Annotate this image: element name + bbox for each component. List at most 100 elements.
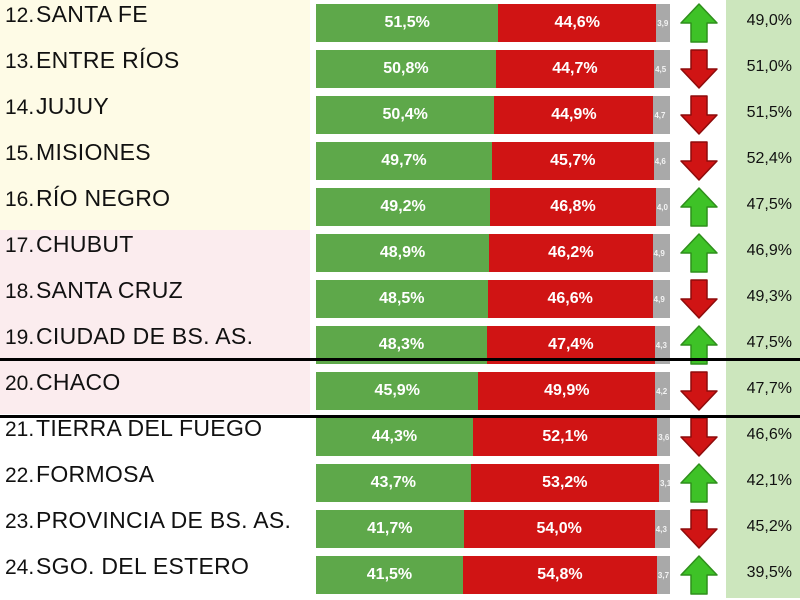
province-name: SANTA FE: [36, 1, 148, 27]
bar-segment-red: 49,9%: [478, 372, 656, 410]
bar-segment-gray: 4,7: [653, 96, 670, 134]
province-name: ENTRE RÍOS: [36, 47, 180, 73]
rank-number: 17.: [5, 234, 35, 257]
table-row: 21. TIERRA DEL FUEGO 44,3% 52,1% 3,6 46,6%: [0, 414, 800, 460]
table-row: 24. SGO. DEL ESTERO 41,5% 54,8% 3,7 39,5%: [0, 552, 800, 598]
previous-value: 47,5%: [746, 334, 792, 351]
rank-number: 12.: [5, 4, 35, 27]
stacked-bar: 50,8% 44,7% 4,5: [316, 50, 670, 88]
bar-segment-green: 44,3%: [316, 418, 473, 456]
bar-segment-green: 41,7%: [316, 510, 464, 548]
arrow-up-icon: [680, 463, 718, 503]
province-name: PROVINCIA DE BS. AS.: [36, 507, 292, 533]
bar-segment-gray: 4,5: [654, 50, 670, 88]
bar-segment-red: 45,7%: [491, 142, 654, 180]
bar-segment-green: 45,9%: [316, 372, 479, 410]
bar-segment-red: 54,0%: [463, 510, 655, 548]
previous-value: 49,3%: [746, 288, 792, 305]
bar-segment-green: 51,5%: [316, 4, 499, 42]
table-row: 13. ENTRE RÍOS 50,8% 44,7% 4,5 51,0%: [0, 46, 800, 92]
bar-segment-red: 46,2%: [489, 234, 653, 272]
bar-segment-green: 41,5%: [316, 556, 463, 594]
rank-number: 23.: [5, 510, 35, 533]
bar-segment-gray: 4,0: [655, 188, 670, 226]
stacked-bar: 50,4% 44,9% 4,7: [316, 96, 670, 134]
previous-value: 46,6%: [746, 426, 792, 443]
bar-segment-red: 54,8%: [462, 556, 657, 594]
previous-value-cell: 52,4%: [726, 138, 800, 184]
previous-value: 52,4%: [746, 150, 792, 167]
table-row: 15. MISIONES 49,7% 45,7% 4,6 52,4%: [0, 138, 800, 184]
rank-number: 19.: [5, 326, 35, 349]
bar-segment-red: 53,2%: [470, 464, 659, 502]
bar-segment-red: 46,6%: [487, 280, 653, 318]
province-cell: 15. MISIONES: [0, 138, 310, 184]
bar-segment-gray: 4,3: [654, 510, 670, 548]
stacked-bar: 44,3% 52,1% 3,6: [316, 418, 670, 456]
bar-segment-green: 43,7%: [316, 464, 471, 502]
stacked-bar: 48,3% 47,4% 4,3: [316, 326, 670, 364]
bar-segment-green: 49,7%: [316, 142, 492, 180]
arrow-down-icon: [680, 509, 718, 549]
stacked-bar: 41,7% 54,0% 4,3: [316, 510, 670, 548]
bar-segment-red: 47,4%: [486, 326, 655, 364]
stacked-bar: 41,5% 54,8% 3,7: [316, 556, 670, 594]
bar-segment-green: 50,4%: [316, 96, 495, 134]
rank-number: 18.: [5, 280, 35, 303]
province-name: SANTA CRUZ: [36, 277, 183, 303]
table-row: 16. RÍO NEGRO 49,2% 46,8% 4,0 47,5%: [0, 184, 800, 230]
table-row: 22. FORMOSA 43,7% 53,2% 3,1 42,1%: [0, 460, 800, 506]
stacked-bar: 45,9% 49,9% 4,2: [316, 372, 670, 410]
previous-value: 51,5%: [746, 104, 792, 121]
rank-number: 16.: [5, 188, 35, 211]
arrow-up-icon: [680, 187, 718, 227]
rank-number: 22.: [5, 464, 35, 487]
previous-value-cell: 49,0%: [726, 0, 800, 46]
bar-segment-gray: 4,2: [655, 372, 670, 410]
previous-value-cell: 47,5%: [726, 184, 800, 230]
stacked-bar: 49,7% 45,7% 4,6: [316, 142, 670, 180]
stacked-bar: 48,9% 46,2% 4,9: [316, 234, 670, 272]
previous-value: 51,0%: [746, 58, 792, 75]
previous-value-cell: 51,5%: [726, 92, 800, 138]
arrow-up-icon: [680, 3, 718, 43]
previous-value: 47,5%: [746, 196, 792, 213]
bar-segment-gray: 3,1: [659, 464, 670, 502]
bar-segment-gray: 4,9: [652, 280, 670, 318]
previous-value-cell: 47,5%: [726, 322, 800, 368]
province-name: JUJUY: [36, 93, 110, 119]
bar-segment-red: 52,1%: [472, 418, 658, 456]
previous-value-cell: 42,1%: [726, 460, 800, 506]
previous-value: 39,5%: [746, 564, 792, 581]
bar-segment-red: 44,6%: [498, 4, 657, 42]
highlight-border-bottom: [0, 415, 800, 418]
arrow-up-icon: [680, 233, 718, 273]
previous-value: 46,9%: [746, 242, 792, 259]
province-cell: 12. SANTA FE: [0, 0, 310, 46]
arrow-down-icon: [680, 371, 718, 411]
table-row: 14. JUJUY 50,4% 44,9% 4,7 51,5%: [0, 92, 800, 138]
previous-value-cell: 47,7%: [726, 368, 800, 414]
bar-segment-gray: 4,3: [654, 326, 670, 364]
bar-segment-green: 48,3%: [316, 326, 487, 364]
province-name: RÍO NEGRO: [36, 185, 171, 211]
arrow-down-icon: [680, 95, 718, 135]
rank-number: 20.: [5, 372, 35, 395]
arrow-up-icon: [680, 555, 718, 595]
bar-segment-red: 44,9%: [494, 96, 654, 134]
province-cell: 24. SGO. DEL ESTERO: [0, 552, 310, 598]
bar-segment-green: 49,2%: [316, 188, 491, 226]
rank-number: 13.: [5, 50, 35, 73]
rank-number: 14.: [5, 96, 35, 119]
arrow-down-icon: [680, 279, 718, 319]
stacked-bar: 49,2% 46,8% 4,0: [316, 188, 670, 226]
stacked-bar: 48,5% 46,6% 4,9: [316, 280, 670, 318]
rank-number: 24.: [5, 556, 35, 579]
bar-segment-gray: 4,9: [652, 234, 670, 272]
province-name: SGO. DEL ESTERO: [36, 553, 250, 579]
arrow-down-icon: [680, 49, 718, 89]
previous-value: 45,2%: [746, 518, 792, 535]
province-name: CHACO: [36, 369, 121, 395]
bar-segment-green: 50,8%: [316, 50, 496, 88]
